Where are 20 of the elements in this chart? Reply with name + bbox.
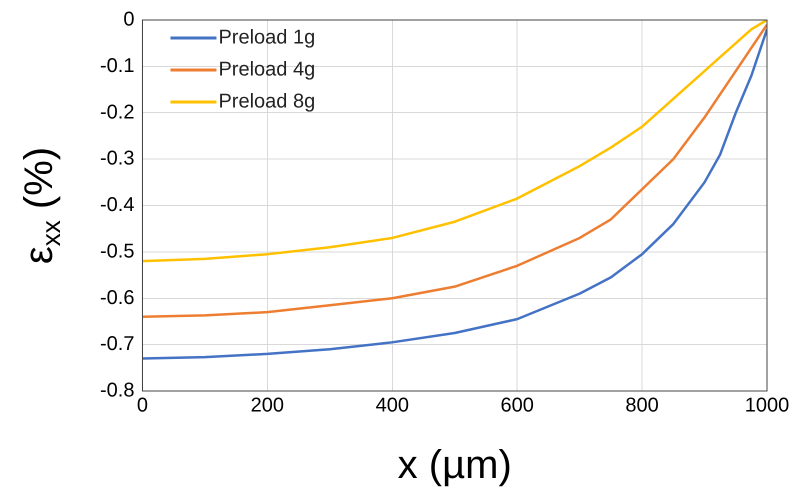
x-tick-label: 1000 — [744, 394, 790, 417]
y-tick-label: -0.4 — [100, 194, 134, 216]
y-tick-label: -0.1 — [100, 54, 134, 77]
y-tick-label: -0.2 — [100, 101, 134, 124]
legend-label: Preload 1g — [218, 26, 316, 49]
legend-label: Preload 8g — [218, 90, 316, 113]
x-tick-label: 800 — [625, 394, 659, 417]
y-tick-label: -0.8 — [100, 380, 134, 402]
x-tick-label: 400 — [376, 394, 409, 417]
x-tick-label: 0 — [136, 394, 148, 417]
x-tick-label: 600 — [500, 394, 534, 417]
y-tick-label: -0.6 — [100, 286, 134, 309]
y-axis-title: εxx (%) — [17, 146, 66, 264]
x-axis-title: x (µm) — [398, 443, 512, 487]
y-tick-label: -0.5 — [100, 240, 134, 262]
y-tick-label: -0.7 — [100, 333, 134, 356]
y-tick-label: 0 — [123, 8, 134, 31]
y-tick-label: -0.3 — [100, 148, 134, 170]
x-tick-label: 200 — [250, 394, 284, 417]
legend-label: Preload 4g — [218, 58, 316, 81]
